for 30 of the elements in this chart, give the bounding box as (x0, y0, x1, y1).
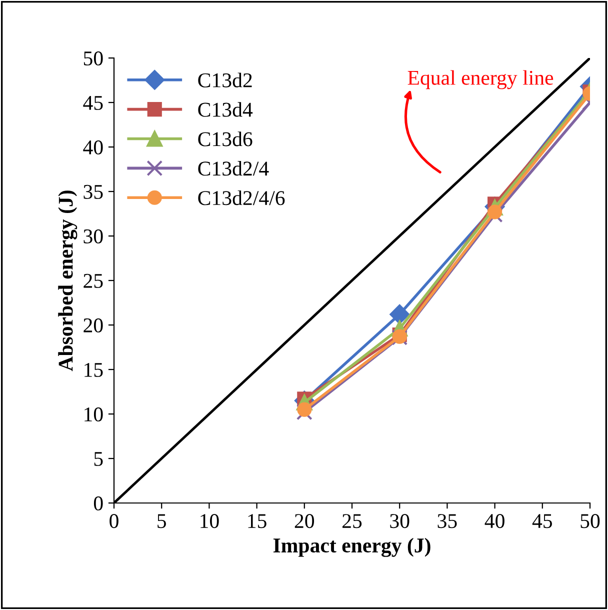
y-tick-label: 35 (84, 184, 103, 199)
y-tick-label: 30 (84, 229, 103, 244)
x-tick-label: 35 (438, 514, 457, 528)
x-axis-title: Impact energy (J) (273, 538, 430, 557)
y-tick-label: 5 (94, 452, 103, 466)
y-axis-title: Absorbed energy (J) (58, 190, 78, 372)
x-tick-label: 45 (532, 514, 552, 528)
x-tick-label: 40 (484, 514, 504, 528)
y-tick-label: 40 (83, 140, 103, 154)
legend-label: C13d6 (198, 132, 252, 146)
x-tick-label: 25 (342, 514, 362, 528)
x-tick-label: 50 (580, 514, 600, 528)
y-tick-label: 45 (83, 96, 103, 110)
x-tick-label: 15 (248, 514, 266, 528)
y-tick-label: 0 (94, 496, 103, 510)
annotation: Equal energy line (408, 70, 554, 90)
y-tick-label: 50 (84, 51, 103, 66)
legend-label: C13d2/4 (198, 161, 269, 176)
y-tick-label: 10 (84, 407, 103, 422)
y-tick-label: 15 (84, 362, 103, 377)
x-tick-label: 5 (158, 514, 166, 528)
x-tick-label: 30 (390, 514, 410, 528)
x-tick-label: 10 (200, 514, 219, 528)
legend-label: C13d2/4/6 (198, 190, 285, 206)
legend-label: C13d4 (198, 102, 253, 117)
y-tick-label: 20 (84, 318, 103, 332)
x-tick-label: 20 (294, 514, 314, 528)
y-tick-label: 25 (84, 274, 103, 288)
legend-label: C13d2 (198, 72, 252, 88)
x-tick-label: 0 (110, 514, 118, 528)
